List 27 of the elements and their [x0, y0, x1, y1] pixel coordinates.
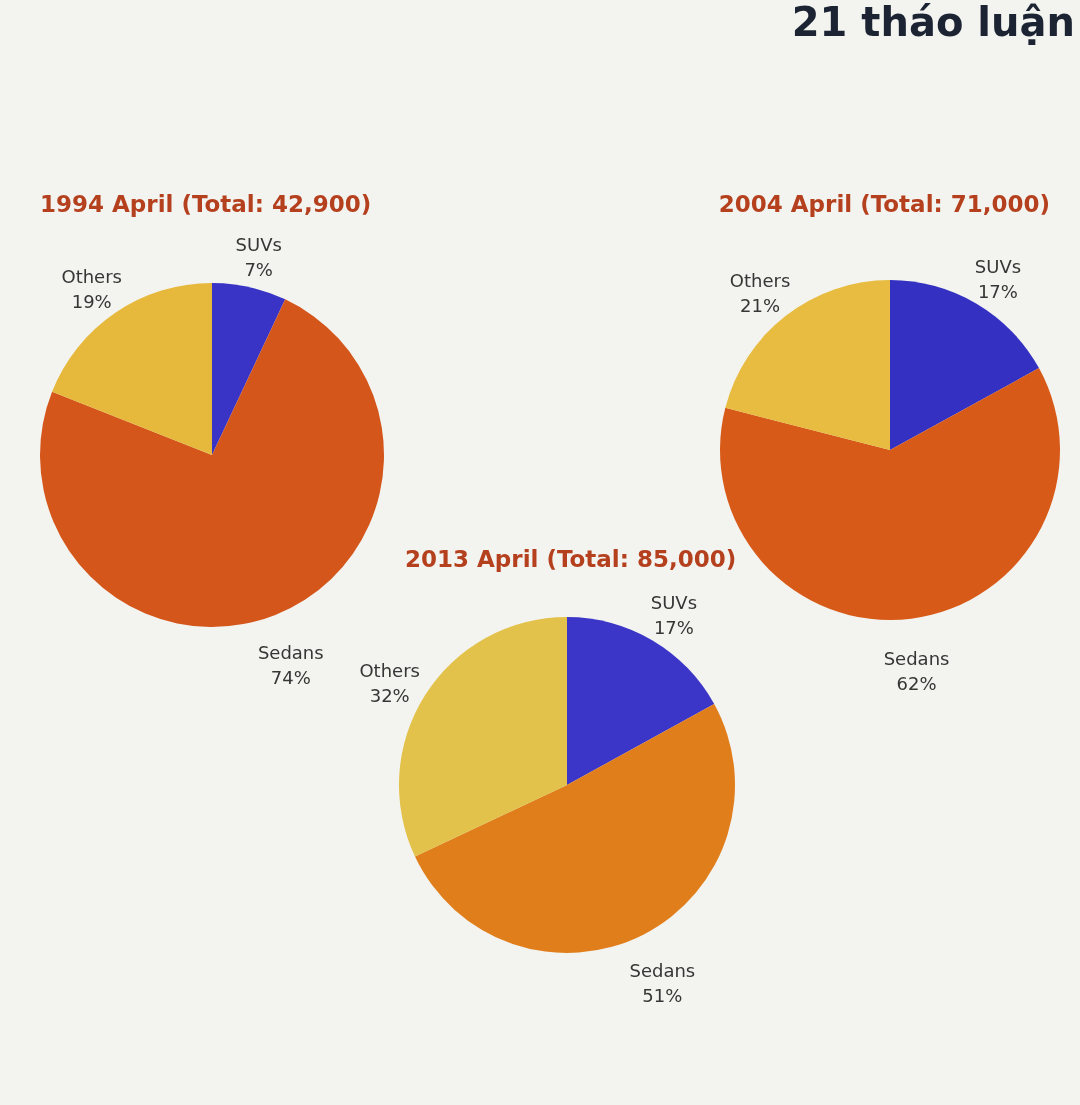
slice-label: Others	[729, 270, 791, 292]
data-label: 51%	[642, 985, 683, 1007]
pie-slice	[567, 617, 715, 785]
data-label: 62%	[896, 673, 937, 695]
pie-slice	[890, 280, 1039, 450]
chart-title: 2004 April (Total: 71,000)	[718, 191, 1050, 217]
slice-label: SUVs	[235, 234, 282, 256]
data-label: 7%	[244, 259, 273, 281]
slice-label: Others	[359, 660, 420, 682]
text: 21 tháo luận	[791, 0, 1075, 45]
data-label: 32%	[369, 685, 410, 707]
pie-slice	[212, 283, 286, 455]
data-label: 17%	[977, 280, 1018, 302]
slice-label: SUVs	[974, 255, 1022, 277]
data-label: 17%	[653, 617, 694, 639]
pie-slice	[52, 283, 212, 455]
data-label: 19%	[71, 291, 112, 312]
slice-label: Sedans	[629, 960, 696, 982]
slice-label: SUVs	[650, 592, 698, 614]
slice-label: Sedans	[883, 648, 950, 670]
pie-slice	[414, 704, 735, 953]
chart-title: 2013 April (Total: 85,000)	[405, 546, 737, 572]
data-label: 74%	[270, 666, 311, 688]
slice-label: Sedans	[257, 641, 324, 663]
chart-title: 1994 April (Total: 42,900)	[40, 191, 372, 217]
slice-label: Others	[61, 266, 122, 287]
data-label: 21%	[740, 295, 781, 317]
